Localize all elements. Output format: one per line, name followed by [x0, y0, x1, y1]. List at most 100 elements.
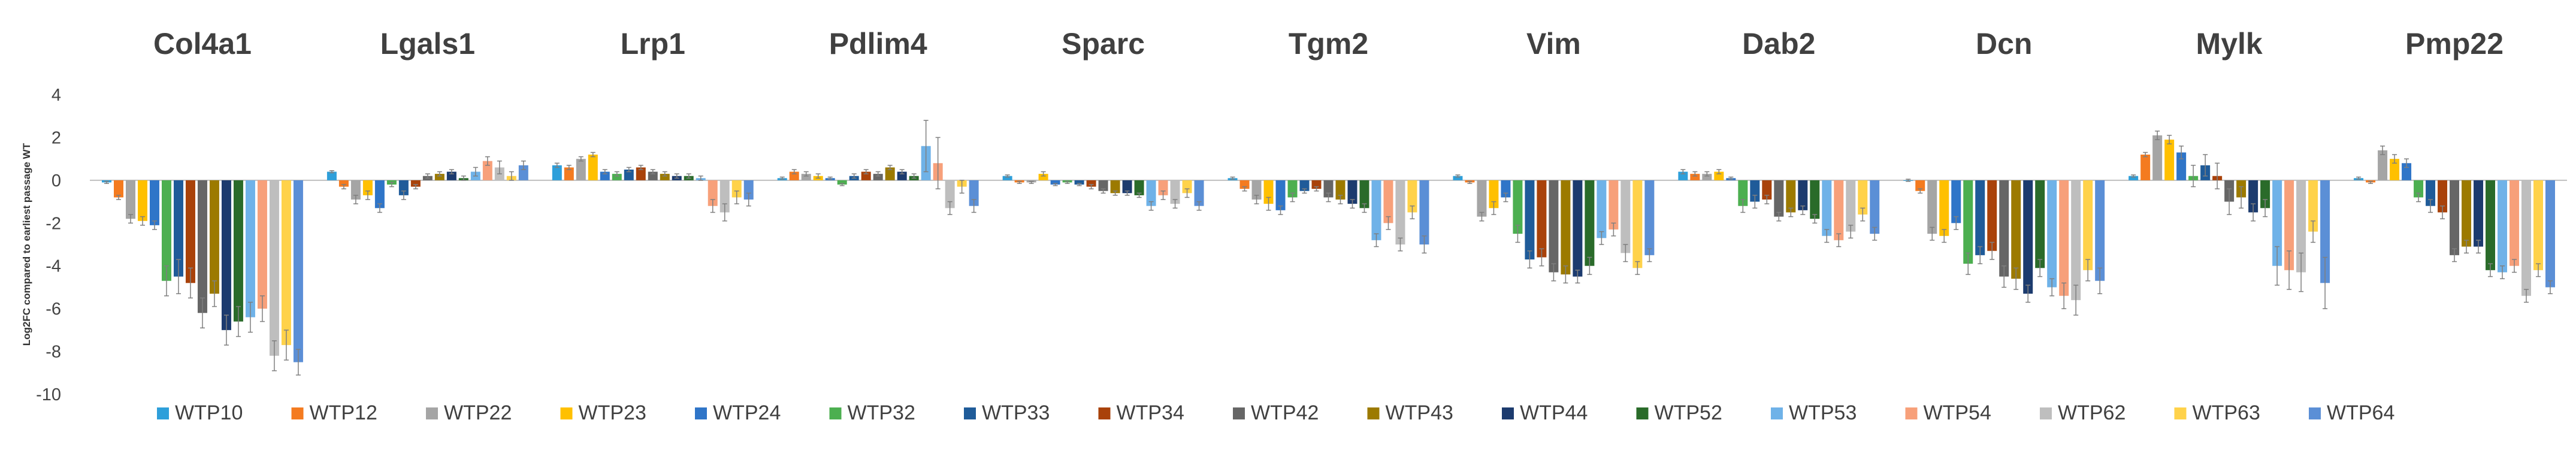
legend-label: WTP33 — [982, 401, 1050, 424]
legend-label: WTP23 — [579, 401, 646, 424]
bar — [149, 180, 159, 225]
bar — [1597, 180, 1607, 238]
bar — [1927, 180, 1937, 234]
bar — [1158, 180, 1168, 195]
bar — [482, 161, 492, 180]
bar — [1453, 176, 1463, 180]
legend-label: WTP24 — [713, 401, 781, 424]
legend-label: WTP43 — [1386, 401, 1453, 424]
legend-swatch — [1771, 407, 1783, 419]
category-label: Lgals1 — [380, 27, 475, 61]
legend-swatch — [829, 407, 842, 419]
bar — [1347, 180, 1357, 204]
bar — [1371, 180, 1381, 240]
bar — [2260, 180, 2270, 209]
bar — [1194, 180, 1204, 206]
legend-label: WTP12 — [310, 401, 377, 424]
bar — [1644, 180, 1655, 255]
bar — [1170, 180, 1180, 204]
bar — [564, 167, 574, 180]
bar — [518, 165, 528, 180]
bar — [2284, 180, 2294, 270]
bar — [801, 174, 811, 180]
legend-swatch — [2040, 407, 2052, 419]
bar — [2390, 159, 2400, 180]
bar — [2140, 155, 2151, 180]
bar — [257, 180, 267, 309]
legend-label: WTP32 — [848, 401, 915, 424]
bar — [1975, 180, 1985, 255]
y-tick-label: -8 — [46, 343, 61, 362]
bar — [1762, 180, 1772, 200]
legend-swatch — [1636, 407, 1649, 419]
bar — [1810, 180, 1820, 219]
bar — [1690, 174, 1700, 180]
bar — [2071, 180, 2081, 300]
bar — [636, 167, 646, 180]
legend-swatch — [1905, 407, 1918, 419]
category-label: Dab2 — [1742, 27, 1815, 61]
bar — [588, 155, 598, 180]
bar — [173, 180, 183, 277]
legend-swatch — [695, 407, 707, 419]
bar — [161, 180, 171, 281]
bar — [1632, 180, 1643, 268]
bar — [197, 180, 207, 313]
legend-label: WTP34 — [1117, 401, 1184, 424]
bar — [1263, 180, 1274, 204]
bar — [660, 174, 670, 180]
bar — [1489, 180, 1499, 209]
bar — [1002, 176, 1012, 180]
bar — [125, 180, 135, 219]
bar — [1939, 180, 1949, 236]
bar — [1134, 180, 1144, 195]
bar — [1182, 180, 1192, 194]
bar — [2462, 180, 2472, 247]
legend-swatch — [1233, 407, 1245, 419]
y-tick-label: -4 — [46, 257, 61, 276]
bar — [2521, 180, 2532, 296]
bar — [837, 180, 847, 185]
bar — [374, 180, 385, 209]
bar — [338, 180, 349, 187]
bar — [233, 180, 243, 322]
bar — [1702, 174, 1712, 180]
bar — [2498, 180, 2508, 273]
bar — [2545, 180, 2556, 288]
bar — [1359, 180, 1369, 209]
y-tick-label: 0 — [52, 171, 61, 191]
legend-swatch — [1502, 407, 1514, 419]
legend-swatch — [1098, 407, 1111, 419]
category-label: Pmp22 — [2405, 27, 2504, 61]
category-label: Sparc — [1062, 27, 1145, 61]
bar — [743, 180, 754, 200]
bar — [2533, 180, 2544, 270]
bar — [2176, 152, 2187, 180]
bar — [1822, 180, 1832, 236]
bar — [1951, 180, 1961, 224]
bar — [1561, 180, 1571, 274]
bar — [2438, 180, 2448, 213]
y-axis-label: Log2FC compared to earliest passage WT — [21, 143, 32, 346]
bar — [719, 180, 730, 213]
category-label: Tgm2 — [1289, 27, 1368, 61]
bar — [1251, 180, 1262, 200]
y-tick-label: -6 — [46, 300, 61, 319]
bar — [1146, 180, 1156, 206]
bar — [398, 180, 409, 195]
bar — [2047, 180, 2057, 288]
bar — [1750, 180, 1760, 202]
bar — [1122, 180, 1132, 194]
bar — [1786, 180, 1796, 213]
category-label: Vim — [1526, 27, 1581, 61]
legend-swatch — [426, 407, 438, 419]
bar — [731, 180, 742, 198]
bar — [2378, 150, 2388, 180]
bar — [410, 180, 421, 187]
legend-swatch — [1367, 407, 1380, 419]
bar — [1999, 180, 2009, 277]
bar — [1870, 180, 1880, 234]
legend-label: WTP62 — [2058, 401, 2125, 424]
bar — [326, 171, 337, 180]
bar — [209, 180, 219, 294]
